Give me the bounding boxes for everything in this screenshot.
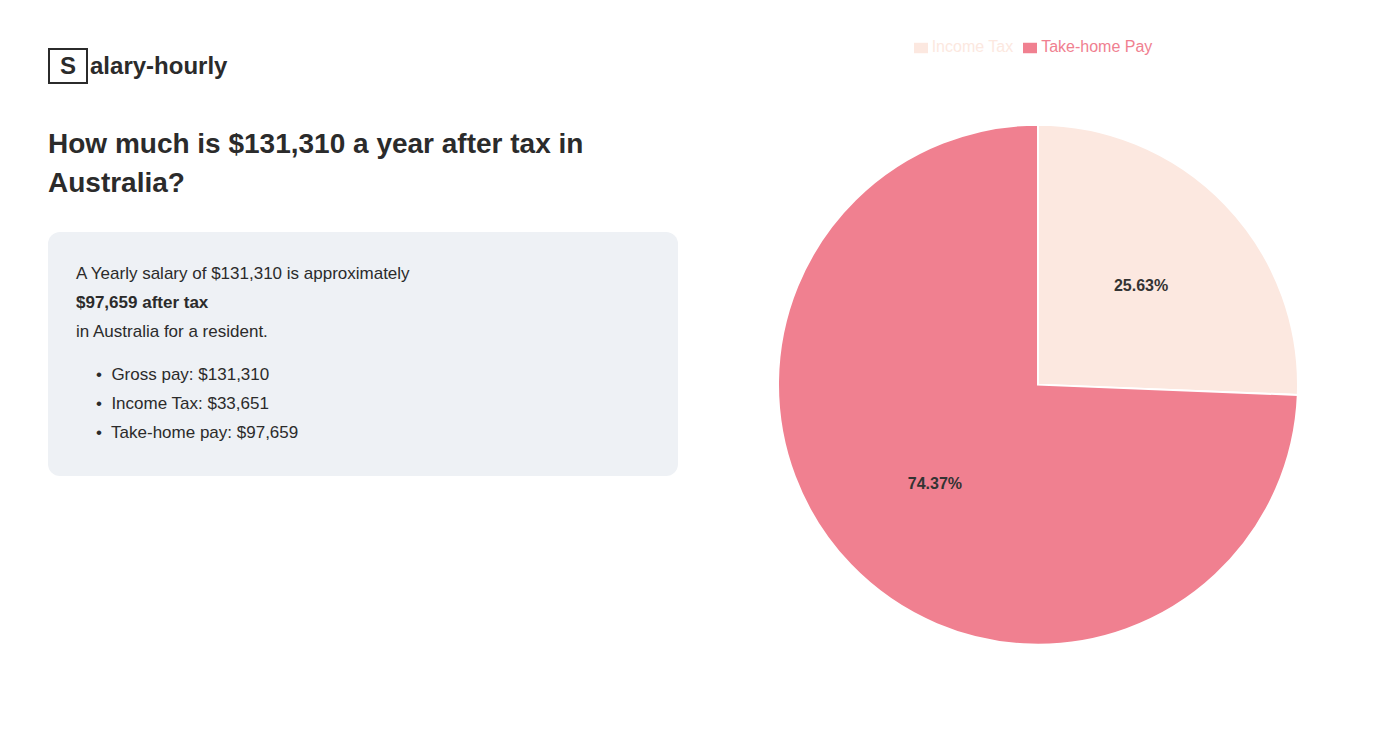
html-text:How much is $131,310 a year af: How much is $131,310 a year after tax in… (48, 128, 584, 199)
svg-text:25.63%: 25.63% (1114, 277, 1168, 294)
html-text:in Australia for a resident.: in Australia for a resident. (76, 322, 268, 342)
svg-text:74.37%: 74.37% (908, 475, 962, 492)
html-text:• Take-home pay: $97,659: • Take-home pay: $97,659 (96, 422, 299, 442)
html-text:$97,659 after tax: $97,659 after tax (76, 293, 209, 313)
html-text:S: S (60, 52, 76, 79)
html-text:A Yearly salary of $131,310 is: A Yearly salary of $131,310 is approxima… (76, 264, 415, 284)
html-text:• Gross pay: $131,310: • Gross pay: $131,310 (96, 365, 270, 384)
html-text:Take-home Pay: Take-home Pay (1041, 38, 1153, 55)
html-text:alary-hourly: alary-hourly (90, 52, 228, 79)
html-text:Income Tax: Income Tax (931, 38, 1014, 55)
html-text:• Income Tax: $33,651: • Income Tax: $33,651 (96, 393, 269, 413)
